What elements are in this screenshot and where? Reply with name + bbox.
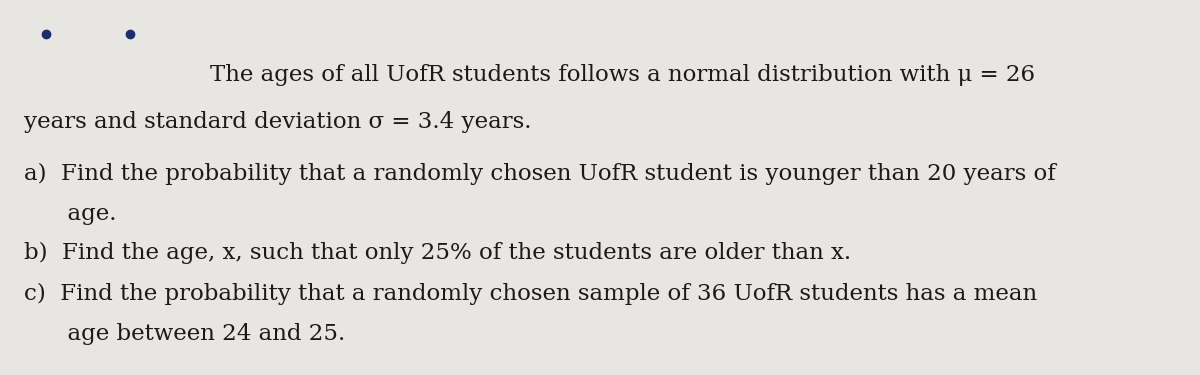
Text: c)  Find the probability that a randomly chosen sample of 36 UofR students has a: c) Find the probability that a randomly … <box>24 284 1037 305</box>
Text: age.: age. <box>24 203 116 225</box>
Text: age between 24 and 25.: age between 24 and 25. <box>24 323 346 345</box>
Text: b)  Find the age, x, such that only 25% of the students are older than x.: b) Find the age, x, such that only 25% o… <box>24 242 851 264</box>
Text: a)  Find the probability that a randomly chosen UofR student is younger than 20 : a) Find the probability that a randomly … <box>24 164 1056 185</box>
Text: The ages of all UofR students follows a normal distribution with μ = 26: The ages of all UofR students follows a … <box>210 64 1036 86</box>
Text: years and standard deviation σ = 3.4 years.: years and standard deviation σ = 3.4 yea… <box>24 111 532 133</box>
